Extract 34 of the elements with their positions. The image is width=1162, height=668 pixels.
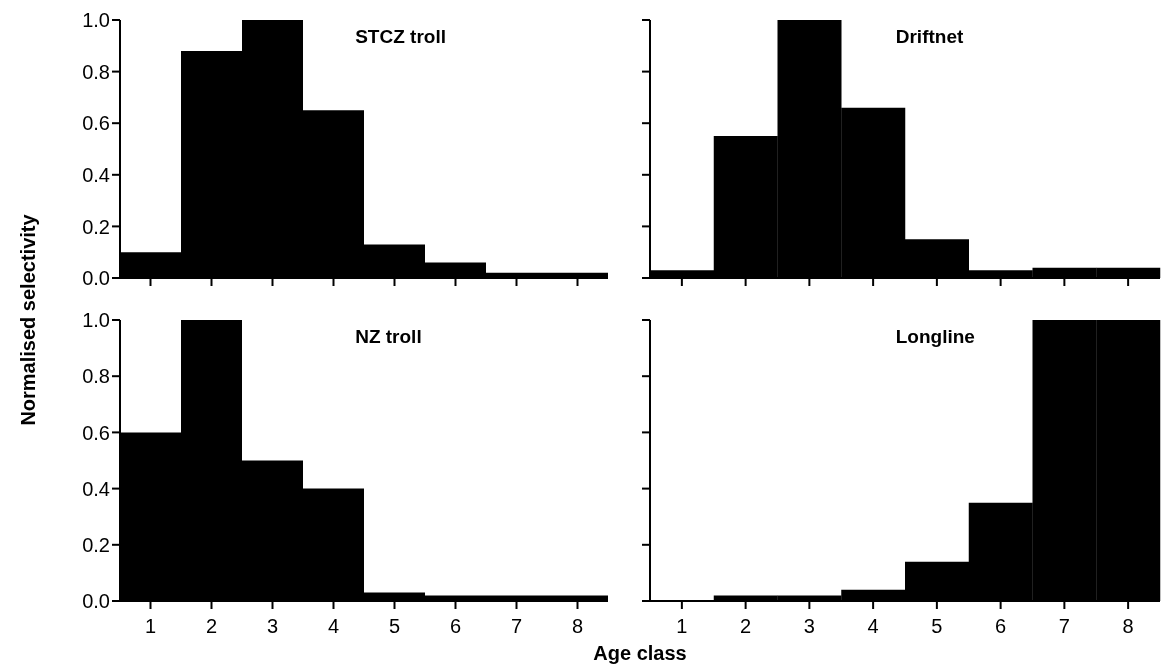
y-tick-label: 0.8 (82, 365, 110, 388)
y-tick-label: 0.0 (82, 267, 110, 290)
x-tick-label: 2 (740, 615, 752, 638)
chart-title: STCZ troll (355, 26, 446, 48)
chart-title: NZ troll (355, 326, 422, 348)
y-tick-label: 1.0 (82, 309, 110, 332)
x-tick-label: 2 (205, 615, 218, 638)
x-tick-label: 5 (931, 615, 943, 638)
x-tick-label: 5 (388, 615, 401, 638)
y-axis-title: Normalised selectivity (16, 214, 40, 426)
x-tick-label: 3 (803, 615, 815, 638)
y-tick-label: 1.0 (82, 9, 110, 32)
x-axis-title: Age class (593, 642, 687, 665)
chart-title: Longline (895, 326, 975, 348)
y-tick-label: 0.8 (82, 60, 110, 83)
x-tick-label: 6 (995, 615, 1007, 638)
x-tick-label: 8 (571, 615, 584, 638)
x-tick-label: 1 (144, 615, 157, 638)
x-tick-label: 4 (867, 615, 879, 638)
x-tick-label: 7 (1058, 615, 1070, 638)
chart-title: Driftnet (895, 26, 964, 48)
x-tick-label: 8 (1122, 615, 1134, 638)
x-tick-label: 6 (449, 615, 462, 638)
y-tick-label: 0.4 (82, 163, 110, 186)
x-tick-label: 4 (327, 615, 340, 638)
x-tick-label: 3 (266, 615, 279, 638)
x-tick-label: 1 (676, 615, 688, 638)
y-tick-label: 0.2 (82, 215, 110, 238)
y-tick-label: 0.6 (82, 112, 110, 135)
x-tick-label: 7 (510, 615, 523, 638)
y-tick-label: 0.6 (82, 421, 110, 444)
y-tick-label: 0.4 (82, 477, 110, 500)
y-tick-label: 0.2 (82, 533, 110, 556)
y-tick-label: 0.0 (82, 590, 110, 613)
